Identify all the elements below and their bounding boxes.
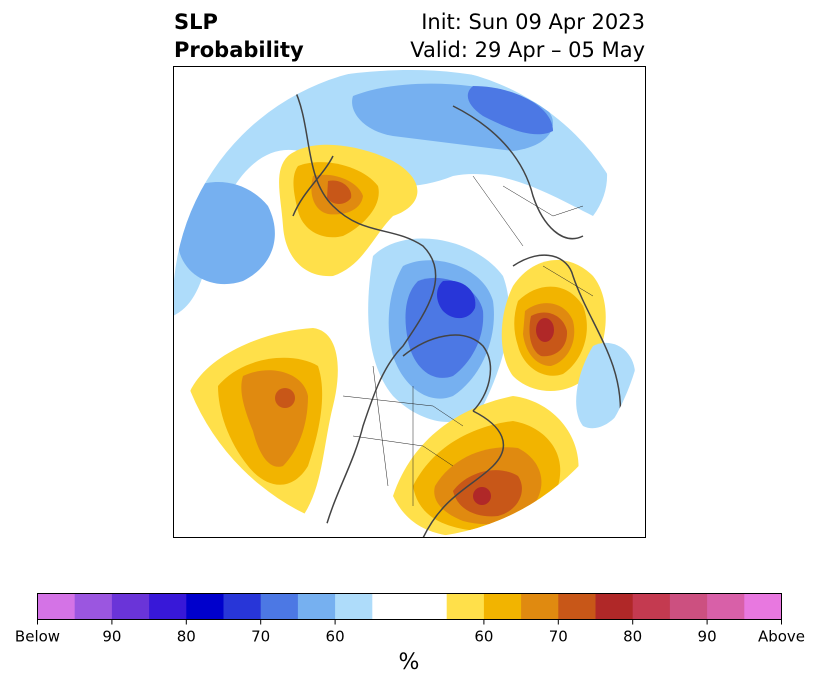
colorbar-cell (260, 593, 299, 620)
colorbar-cell (558, 593, 596, 620)
colorbar-cell (335, 593, 373, 620)
colorbar-cell (111, 593, 150, 620)
colorbar-tick-label: 60 (474, 628, 493, 646)
probability-map (173, 66, 646, 538)
title-line-1: SLP (174, 10, 218, 34)
colorbar-cell (223, 593, 262, 620)
date-info: Init: Sun 09 Apr 2023 Valid: 29 Apr – 05… (410, 8, 645, 64)
colorbar-cell (521, 593, 559, 620)
valid-date: Valid: 29 Apr – 05 May (410, 38, 645, 62)
colorbar-cell (707, 593, 745, 620)
eastern-us-atlantic-above-anomaly (393, 396, 579, 538)
colorbar-cell (669, 593, 708, 620)
colorbar: Below 90 80 70 60 60 70 80 90 Above % (15, 593, 805, 675)
colorbar-tick-label: 90 (102, 628, 121, 646)
chart-title: SLP Probability (174, 8, 304, 64)
colorbar-cell (595, 593, 634, 620)
colorbar-cell (744, 593, 782, 620)
colorbar-tick-label: Below (15, 628, 60, 646)
colorbar-ticks: Below 90 80 70 60 60 70 80 90 Above (15, 619, 805, 646)
colorbar-cell (186, 593, 224, 620)
colorbar-tick-label: 80 (177, 628, 196, 646)
colorbar-tick-label: 60 (326, 628, 345, 646)
colorbar-cells (37, 593, 782, 620)
greenland-below-anomaly (368, 238, 510, 423)
colorbar-cell (297, 593, 336, 620)
colorbar-cell (372, 593, 410, 620)
colorbar-tick-label: Above (758, 628, 805, 646)
colorbar-cell (149, 593, 187, 620)
colorbar-outline (37, 593, 782, 620)
colorbar-cell (409, 593, 448, 620)
colorbar-cell (446, 593, 485, 620)
colorbar-cell (37, 593, 76, 620)
siberia-below-anomaly (352, 83, 553, 151)
colorbar-unit-label: % (399, 650, 420, 675)
init-date: Init: Sun 09 Apr 2023 (421, 10, 645, 34)
northeast-pacific-above-anomaly (188, 328, 338, 527)
political-borders (342, 175, 594, 506)
colorbar-tick-label: 70 (549, 628, 568, 646)
colorbar-tick-label: 80 (623, 628, 642, 646)
colorbar-cell (74, 593, 113, 620)
colorbar-tick-label: 90 (698, 628, 717, 646)
colorbar-cell (632, 593, 671, 620)
colorbar-cell (483, 593, 522, 620)
colorbar-tick-label: 70 (251, 628, 270, 646)
title-line-2: Probability (174, 38, 304, 62)
coastlines (292, 85, 622, 538)
